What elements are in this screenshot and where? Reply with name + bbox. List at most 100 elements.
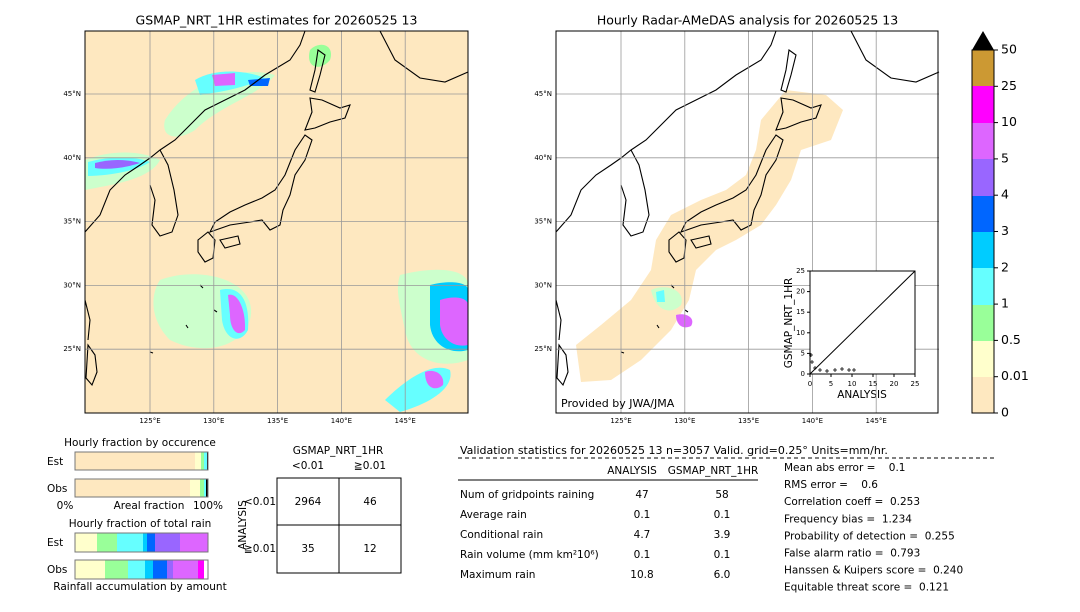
header: GSMAP_NRT_1HR [668,465,759,477]
cell: 12 [363,543,376,555]
total-rain-title: Hourly fraction of total rain [69,518,212,530]
colorbar-label: 25 [1001,78,1017,93]
colorbar-label: 0.01 [1001,368,1029,383]
score: Hanssen & Kuipers score = 0.240 [784,565,963,577]
x-tick-label: 25 [911,380,920,388]
x-tick-label: 20 [890,380,899,388]
colorbar-label: 4 [1001,187,1009,202]
x-tick-label: 0 [808,380,812,388]
map-title: Hourly Radar-AMeDAS analysis for 2026052… [597,13,898,28]
total-rain-row-label: Est [47,537,63,549]
inset-points [809,353,856,373]
lat-tick-label: 40°N [534,154,552,162]
lon-tick-label: 135°E [267,417,288,425]
y-tick-label: 25 [796,267,805,275]
gsmap-value: 3.9 [714,529,731,541]
colorbar-label: 0 [1001,405,1009,420]
score: Correlation coeff = 0.253 [784,496,920,508]
lon-tick-label: 140°E [802,417,823,425]
y-tick-label: 10 [796,329,805,337]
axis-left: 0% [57,500,74,512]
analysis-value: 4.7 [634,529,651,541]
lon-tick-label: 130°E [674,417,695,425]
axis-label: Areal fraction [114,500,185,512]
lat-tick-label: 40°N [63,154,81,162]
colorbar [971,31,995,414]
row-label: Average rain [460,509,527,521]
occurrence-row-label: Obs [47,483,67,495]
inset-diagonal [809,270,916,375]
score: Mean abs error = 0.1 [784,462,905,474]
col-label: <0.01 [292,460,324,472]
cell: 46 [363,496,377,508]
left-rain [85,44,468,412]
row-label: Maximum rain [460,569,535,581]
lat-tick-label: 45°N [534,90,552,98]
score: Frequency bias = 1.234 [784,513,912,525]
colorbar-label: 3 [1001,223,1009,238]
col-label: ≧0.01 [354,460,386,472]
score: RMS error = 0.6 [784,479,878,491]
credit: Provided by JWA/JMA [561,397,675,410]
lon-tick-label: 125°E [610,417,631,425]
row-label: ≧0.01 [244,543,276,555]
x-tick-label: 5 [829,380,833,388]
y-tick-label: 15 [796,308,805,316]
total-rain-footer: Rainfall accumulation by amount [53,581,226,593]
inset-y-label: GSMAP_NRT_1HR [783,278,795,369]
colorbar-label: 0.5 [1001,332,1021,347]
lat-tick-label: 35°N [534,218,552,226]
gsmap-value: 0.1 [714,549,731,561]
lon-tick-label: 145°E [395,417,416,425]
lat-tick-label: 30°N [534,281,552,289]
colorbar-label: 5 [1001,150,1009,165]
row-label: Conditional rain [460,529,543,541]
gsmap-value: 6.0 [714,569,731,581]
header: ANALYSIS [607,465,657,477]
right-map-frame [555,30,939,414]
colorbar-label: 2 [1001,259,1009,274]
lat-tick-label: 45°N [63,90,81,98]
analysis-value: 0.1 [634,509,651,521]
colorbar-label: 1 [1001,296,1009,311]
lat-tick-label: 25°N [63,345,81,353]
analysis-value: 0.1 [634,549,651,561]
colorbar-label: 50 [1001,42,1017,57]
score: Equitable threat score = 0.121 [784,582,949,594]
total-rain-bars [74,532,209,580]
gsmap-value: 0.1 [714,509,731,521]
occurrence-bars [74,451,209,498]
contingency-grid [276,477,402,574]
colorbar-label: 10 [1001,114,1017,129]
map-title: GSMAP_NRT_1HR estimates for 20260525 13 [136,13,418,28]
lat-tick-label: 35°N [63,218,81,226]
row-label: <0.01 [244,496,276,508]
y-tick-label: 20 [796,288,805,296]
cell: 35 [301,543,314,555]
left-map-frame [84,30,469,414]
row-title: ANALYSIS [237,500,249,550]
contingency-title: GSMAP_NRT_1HR [293,445,384,457]
inset-x-label: ANALYSIS [837,389,887,401]
row-label: Num of gridpoints raining [460,489,594,501]
x-tick-label: 15 [869,380,878,388]
lat-tick-label: 30°N [63,281,81,289]
cell: 2964 [295,496,322,508]
row-label: Rain volume (mm km²10⁶) [460,549,599,561]
occurrence-row-label: Est [47,456,63,468]
total-rain-row-label: Obs [47,564,67,576]
score: Probability of detection = 0.255 [784,530,955,542]
x-tick-label: 10 [848,380,857,388]
lon-tick-label: 125°E [139,417,160,425]
lon-tick-label: 140°E [331,417,352,425]
analysis-value: 47 [635,489,648,501]
validation-title: Validation statistics for 20260525 13 n=… [460,444,888,457]
analysis-value: 10.8 [630,569,653,581]
lon-tick-label: 130°E [203,417,224,425]
y-tick-label: 0 [801,370,805,378]
gsmap-value: 58 [715,489,728,501]
axis-right: 100% [193,500,223,512]
y-tick-label: 5 [801,349,805,357]
lon-tick-label: 145°E [866,417,887,425]
